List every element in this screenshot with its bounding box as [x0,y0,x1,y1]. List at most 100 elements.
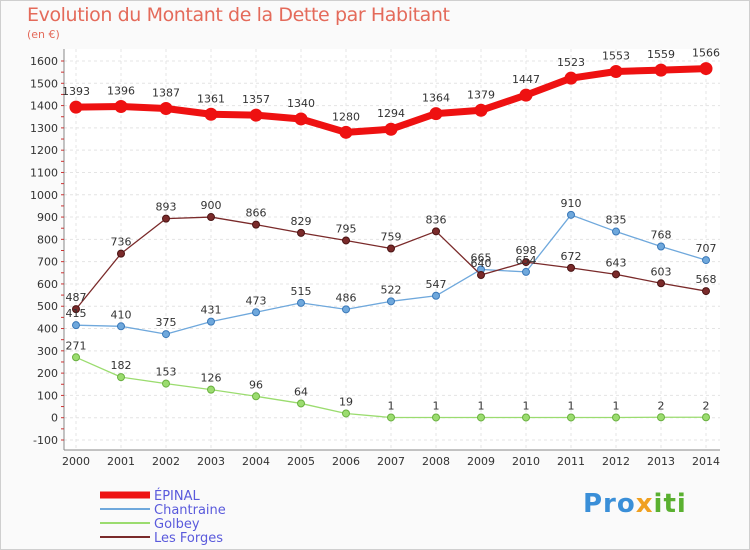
data-label: 19 [339,395,353,408]
data-label: 672 [561,250,582,263]
data-label: 182 [111,359,132,372]
data-point [159,101,173,115]
data-point [297,228,305,237]
data-label: 522 [381,283,402,296]
x-tick-label: 2012 [602,455,630,468]
data-label: 1 [433,399,440,412]
data-point [657,279,665,288]
data-label: 126 [201,372,222,385]
data-label: 1 [613,399,620,412]
x-tick-label: 2009 [467,455,495,468]
data-point [117,249,125,258]
y-tick-label: 300 [37,345,58,358]
data-point [117,373,125,382]
x-tick-label: 2013 [647,455,675,468]
legend-label: Les Forges [154,531,223,546]
brand-logo: Proxiti [583,489,687,519]
data-point [477,271,485,280]
chart-title: Evolution du Montant de la Dette par Hab… [27,4,450,26]
data-label: 835 [606,214,627,227]
data-label: 1 [478,399,485,412]
data-label: 1 [523,399,530,412]
x-tick-label: 2000 [62,455,90,468]
y-tick-label: 0 [51,412,58,425]
data-point [204,107,218,121]
data-label: 829 [291,215,312,228]
data-point [429,107,443,121]
data-point [432,413,440,422]
legend-label: Chantraine [154,503,226,518]
data-label: 64 [294,385,308,398]
data-label: 1364 [422,92,450,105]
data-label: 603 [651,265,672,278]
data-point [114,99,128,113]
data-point [654,63,668,77]
x-tick-label: 2014 [692,455,720,468]
y-tick-label: 1100 [30,166,58,179]
data-point [702,256,710,265]
axes: -100 0 100 200 300 400 500 600 700 800 900 1000 1100… [30,49,720,468]
y-tick-label: 400 [37,323,58,336]
data-point [207,385,215,394]
y-tick-label: 1400 [30,100,58,113]
data-point [522,258,530,267]
data-point [699,62,713,76]
data-label: 1357 [242,93,270,106]
data-point [294,112,308,126]
x-tick-label: 2004 [242,455,270,468]
data-point [162,214,170,223]
data-point [162,379,170,388]
y-tick-label: 200 [37,367,58,380]
x-tick-label: 2006 [332,455,360,468]
data-label: 1 [568,399,575,412]
data-label: 1 [388,399,395,412]
data-label: 893 [156,201,177,214]
x-tick-label: 2007 [377,455,405,468]
data-point [477,413,485,422]
data-point [657,242,665,251]
data-label: 2 [703,399,710,412]
data-point [117,322,125,331]
data-point [612,270,620,279]
data-point [567,210,575,219]
data-label: 1396 [107,84,135,97]
data-point [252,392,260,401]
data-point [342,409,350,418]
data-label: 759 [381,230,402,243]
data-label: 1393 [62,85,90,98]
data-label: 487 [66,291,87,304]
data-labels: 1393 1396 1387 1361 1357 1340 1280 1294 1364 1379… [62,47,720,413]
data-label: 643 [606,256,627,269]
data-label: 795 [336,222,357,235]
data-label: 1447 [512,73,540,86]
y-tick-label: 1200 [30,144,58,157]
data-label: 1553 [602,49,630,62]
data-point [702,287,710,296]
data-point [252,308,260,317]
x-tick-label: 2011 [557,455,585,468]
data-point [342,305,350,314]
data-label: 736 [111,236,132,249]
data-point [522,267,530,276]
legend-label: ÉPINAL [154,488,201,504]
data-point [609,64,623,78]
y-tick-label: 1000 [30,189,58,202]
data-point [387,297,395,306]
data-label: 1361 [197,92,225,105]
data-point [72,321,80,330]
data-label: 1294 [377,107,405,120]
data-label: 1387 [152,86,180,99]
data-point [567,413,575,422]
y-tick-label: 800 [37,233,58,246]
data-label: 410 [111,308,132,321]
data-label: 768 [651,228,672,241]
data-point [387,244,395,253]
data-label: 486 [336,291,357,304]
data-label: 665 [471,251,492,264]
data-point [162,330,170,339]
data-label: 1566 [692,47,720,60]
data-point [342,236,350,245]
series [69,62,713,422]
